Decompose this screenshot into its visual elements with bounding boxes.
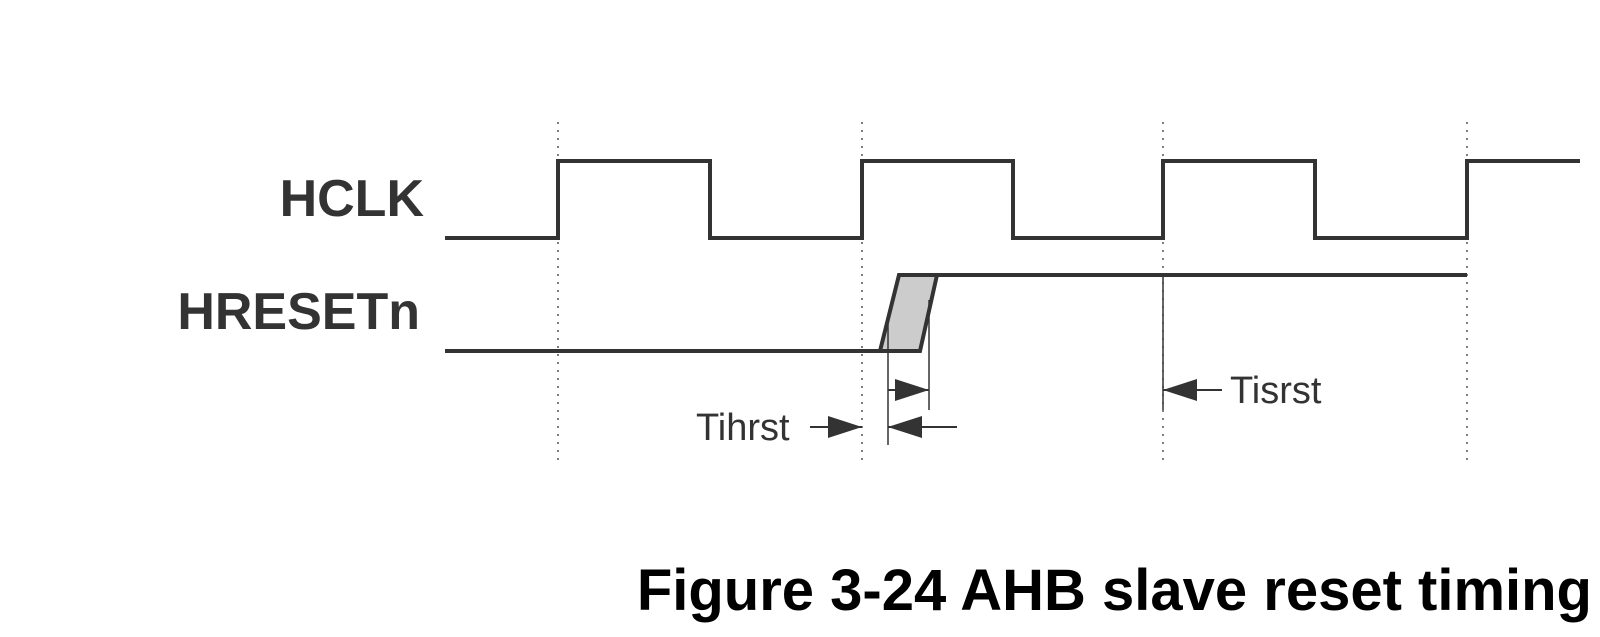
timing-ticks xyxy=(887,275,1164,445)
figure-caption: Figure 3-24 AHB slave reset timing xyxy=(637,558,1592,623)
tisrst-label: Tisrst xyxy=(1230,370,1322,412)
tihrst-label: Tihrst xyxy=(696,407,790,449)
hresetn-label: HRESETn xyxy=(177,283,420,341)
hclk-label: HCLK xyxy=(280,170,425,228)
hresetn-waveform xyxy=(445,273,1467,353)
hresetn-transition-edge xyxy=(880,274,939,353)
hclk-waveform xyxy=(445,159,1580,240)
